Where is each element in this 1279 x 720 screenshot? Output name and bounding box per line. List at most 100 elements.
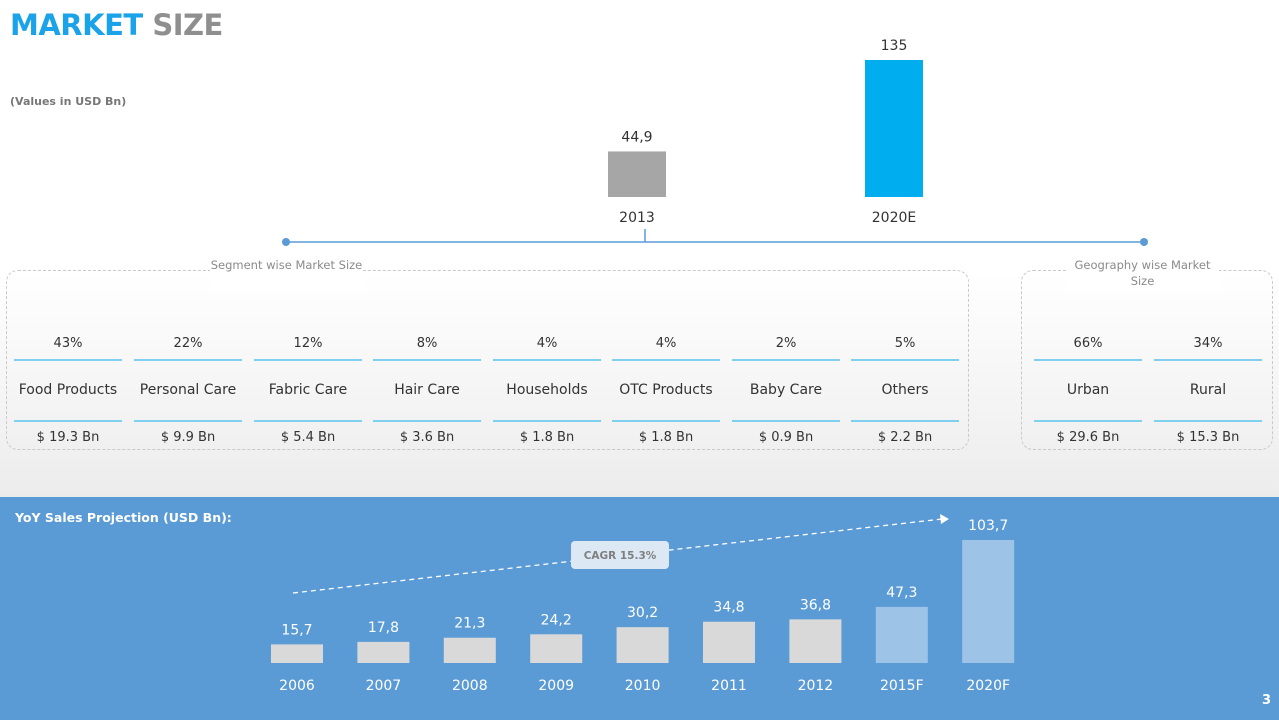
yoy-sales-chart: CAGR 15.3% 15,7 2006 17,8 2007 21,3 2008 24,2 2… [271,514,1015,694]
divider-line [732,359,840,361]
segments-name: OTC Products [619,382,713,398]
segments-value: $ 1.8 Bn [519,430,575,445]
segment-section-box [6,270,969,450]
page-number: 3 [1261,693,1271,708]
yoy-category-label: 2011 [711,678,747,694]
divider-line [134,359,242,361]
segments-value: $ 3.6 Bn [399,430,455,445]
segments-column: 22% Personal Care $ 9.9 Bn [134,330,242,450]
segments-name: Personal Care [139,382,237,398]
yoy-bar-2008 [443,637,496,663]
divider-line [134,420,242,422]
yoy-value-label: 15,7 [281,622,312,638]
segment-wise-label: Segment wise Market Size [210,252,363,292]
divider-line [851,359,959,361]
segments-percent: 4% [655,336,677,351]
yoy-bar-2011 [703,621,755,663]
yoy-bar-2012 [789,619,842,663]
segments-column: 43% Food Products $ 19.3 Bn [14,330,122,450]
yoy-bar-2015F [875,606,928,663]
yoy-bar-2010 [616,627,669,663]
segments-name: Fabric Care [268,382,348,398]
segments-name: Households [506,382,588,398]
divider-line [373,420,481,422]
yoy-title: YoY Sales Projection (USD Bn): [15,510,232,525]
yoy-category-label: 2010 [625,678,661,694]
bar-category-label: 2020E [872,210,916,226]
yoy-projection-panel: YoY Sales Projection (USD Bn): CAGR 15.3… [0,497,1279,720]
segments-column: 5% Others $ 2.2 Bn [851,330,959,450]
bar-category-label: 2013 [619,210,655,226]
geography-percent: 34% [1193,336,1223,351]
divider-line [493,359,601,361]
bar-value-label: 135 [881,38,908,54]
values-unit-note: (Values in USD Bn) [10,95,127,108]
geography-wise-label: Geography wise Market Size [1066,252,1219,292]
yoy-category-label: 2020F [966,678,1010,694]
segments-percent: 43% [53,336,83,351]
segments-value: $ 5.4 Bn [280,430,336,445]
segments-name: Hair Care [394,382,460,398]
divider-line [612,420,720,422]
bar-value-label: 44,9 [621,129,652,145]
yoy-bar-2007 [357,641,410,663]
cagr-arrow-head [940,514,949,524]
segments-name: Baby Care [749,382,823,398]
yoy-value-label: 21,3 [454,616,485,632]
page-title: MARKET SIZE [10,8,223,42]
divider-line [254,359,362,361]
geography-name: Rural [1189,382,1227,398]
segments-percent: 8% [416,336,438,351]
divider-line [612,359,720,361]
cagr-badge [571,541,669,569]
timeline-left-dot [282,238,290,246]
segments-name: Others [881,382,929,398]
timeline-right-dot [1140,238,1148,246]
divider-line [1154,420,1262,422]
segments-percent: 22% [173,336,203,351]
segments-column: 4% Households $ 1.8 Bn [493,330,601,450]
segments-name: Food Products [18,382,118,398]
bar-2013 [608,151,666,197]
segments-value: $ 2.2 Bn [877,430,933,445]
geography-percent: 66% [1073,336,1103,351]
yoy-value-label: 30,2 [627,605,658,621]
divider-line [14,420,122,422]
segments-percent: 5% [894,336,916,351]
segments-value: $ 19.3 Bn [36,430,100,445]
segments-percent: 2% [775,336,797,351]
yoy-bar-2020F [962,540,1015,663]
divider-line [1154,359,1262,361]
segments-column: 12% Fabric Care $ 5.4 Bn [254,330,362,450]
segments-value: $ 1.8 Bn [638,430,694,445]
segments-percent: 12% [293,336,323,351]
divider-line [254,420,362,422]
yoy-category-label: 2008 [452,678,488,694]
segments-column: 4% OTC Products $ 1.8 Bn [612,330,720,450]
yoy-category-label: 2015F [880,678,924,694]
segments-percent: 4% [536,336,558,351]
divider-line [851,420,959,422]
segments-column: 2% Baby Care $ 0.9 Bn [732,330,840,450]
geography-column: 34% Rural $ 15.3 Bn [1154,330,1262,450]
yoy-bar-2006 [271,644,323,663]
yoy-value-label: 34,8 [713,600,744,616]
divider-line [1034,359,1142,361]
yoy-category-label: 2012 [798,678,834,694]
yoy-category-label: 2009 [538,678,574,694]
divider-line [732,420,840,422]
divider-line [493,420,601,422]
yoy-value-label: 24,2 [541,612,572,628]
segments-column: 8% Hair Care $ 3.6 Bn [373,330,481,450]
segments-value: $ 9.9 Bn [160,430,216,445]
yoy-value-label: 47,3 [886,585,917,601]
cagr-label: CAGR 15.3% [584,550,657,562]
segments-value: $ 0.9 Bn [758,430,814,445]
geography-name: Urban [1066,382,1110,398]
title-part-market: MARKET [10,8,143,42]
divider-line [373,359,481,361]
yoy-value-label: 103,7 [968,518,1008,534]
yoy-bar-2009 [530,634,583,663]
title-part-size: SIZE [152,8,223,42]
market-size-panel [0,0,1279,497]
